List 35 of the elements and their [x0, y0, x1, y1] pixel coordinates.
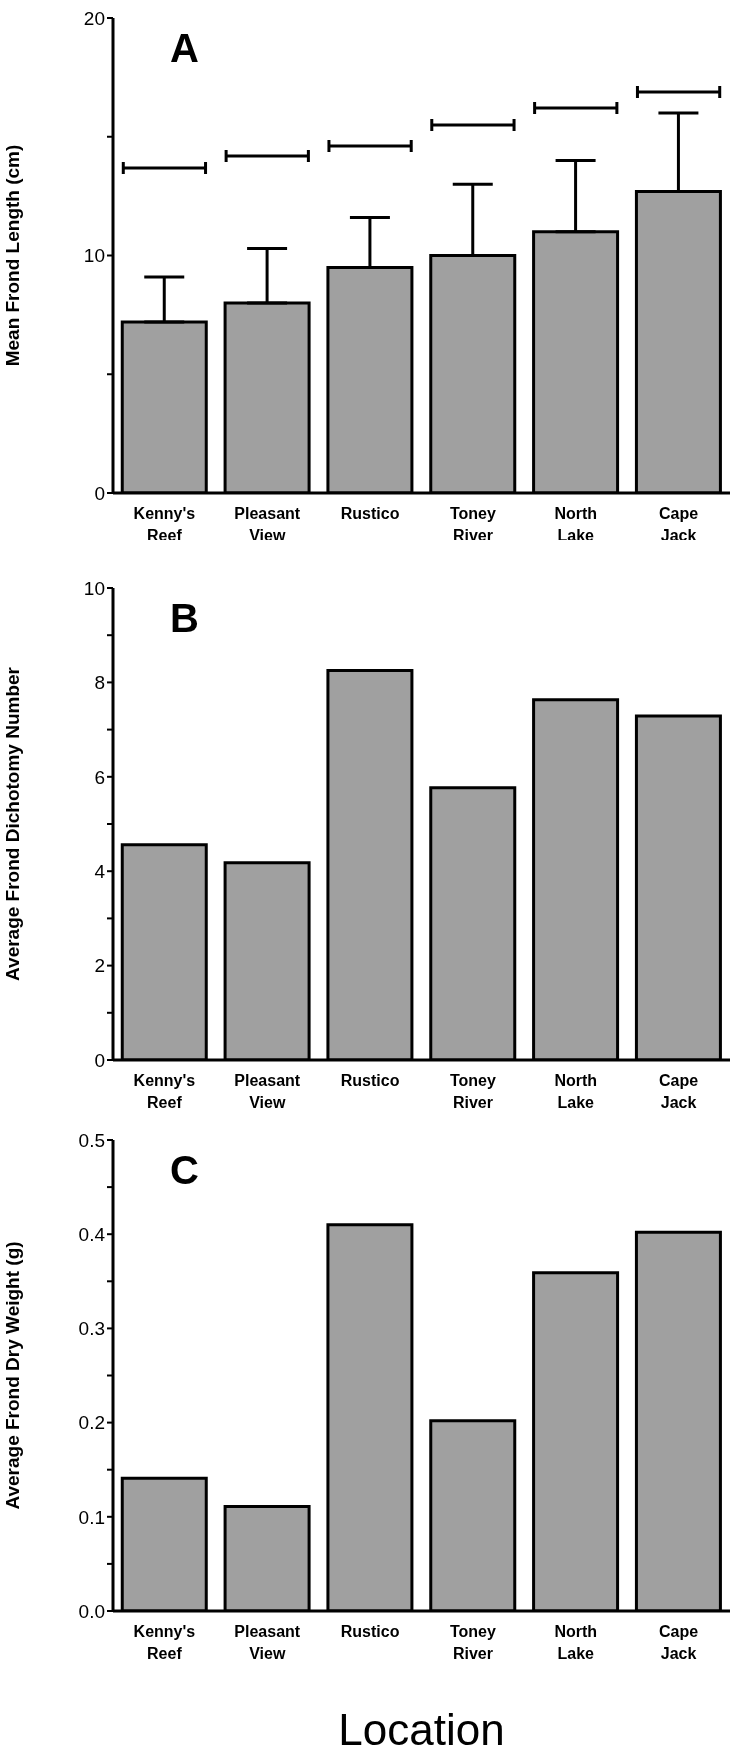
x-tick-label: Rustico [340, 1623, 400, 1640]
y-tick-label: 0 [94, 1049, 105, 1071]
x-tick-label: Cape Jack [659, 1623, 699, 1662]
x-tick-label: Pleasant View [234, 1623, 301, 1662]
x-tick-label: North Lake [554, 1623, 598, 1662]
x-tick-label: Toney River [449, 1072, 496, 1111]
y-tick-label: 0.4 [78, 1223, 106, 1245]
y-tick-label: 2 [94, 955, 105, 977]
y-tick-label: 8 [94, 672, 105, 694]
y-tick-label: 0.1 [78, 1506, 105, 1528]
chart-title: A [170, 26, 199, 71]
x-axis-title: Location [338, 1705, 505, 1754]
y-tick-label: 0.3 [78, 1318, 105, 1340]
y-axis-title: Average Frond Dry Weight (g) [1, 1241, 23, 1510]
x-tick-label: North Lake [554, 1072, 598, 1111]
y-axis-title: Mean Frond Length (cm) [1, 144, 23, 367]
y-tick-label: 0 [94, 482, 105, 504]
y-tick-label: 0.0 [78, 1600, 105, 1622]
y-tick-label: 4 [94, 860, 106, 882]
y-axis-title: Average Frond Dichotomy Number [1, 666, 23, 981]
y-tick-label: 0.2 [78, 1412, 105, 1434]
x-tick-label: Rustico [340, 505, 400, 522]
y-tick-label: 10 [83, 245, 105, 267]
chart-title: B [170, 596, 199, 641]
x-tick-label: Cape Jack [659, 1072, 699, 1111]
y-tick-label: 20 [83, 7, 105, 29]
y-tick-label: 6 [94, 766, 105, 788]
y-tick-label: 0.5 [78, 1129, 105, 1151]
x-tick-label: Toney River [449, 1623, 496, 1662]
x-tick-label: Kenny's Reef [133, 1072, 196, 1111]
x-tick-label: Kenny's Reef [133, 1623, 196, 1662]
y-tick-label: 10 [83, 577, 105, 599]
x-tick-label: Rustico [340, 1072, 400, 1089]
chart-title: C [170, 1148, 199, 1193]
x-tick-label: Pleasant View [234, 1072, 301, 1111]
